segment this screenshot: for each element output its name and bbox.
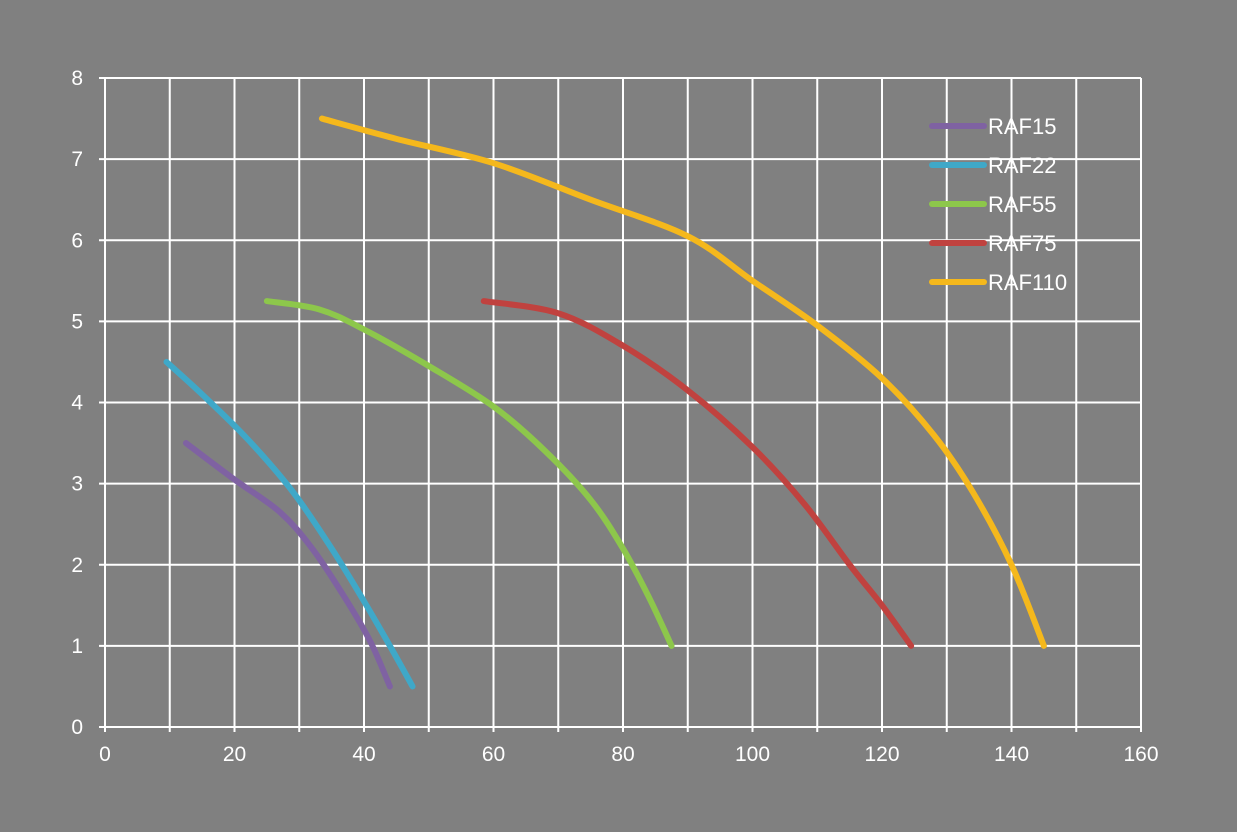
x-tick-label: 20 xyxy=(223,743,246,766)
y-tick-label: 8 xyxy=(71,67,83,90)
x-tick-label: 80 xyxy=(611,743,634,766)
legend-label-raf75: RAF75 xyxy=(988,231,1056,256)
y-tick-label: 3 xyxy=(71,473,83,496)
x-tick-label: 120 xyxy=(864,743,899,766)
series-line-raf110 xyxy=(318,115,1047,649)
y-tick-label: 2 xyxy=(71,554,83,577)
data-series xyxy=(163,115,1047,690)
y-axis-tick-labels: 0 1 2 3 4 5 6 7 8 xyxy=(71,67,83,739)
y-tick-label: 0 xyxy=(71,716,83,739)
gridlines xyxy=(99,77,1142,732)
x-axis-tick-labels: 0 20 40 60 80 100 120 140 160 xyxy=(99,743,1158,766)
y-tick-label: 6 xyxy=(71,229,83,252)
y-tick-label: 1 xyxy=(71,635,83,658)
x-tick-label: 0 xyxy=(99,743,111,766)
x-tick-label: 160 xyxy=(1123,743,1158,766)
series-line-raf22 xyxy=(163,358,416,690)
legend-label-raf55: RAF55 xyxy=(988,192,1056,217)
legend: RAF15 RAF22 RAF55 RAF75 RAF110 xyxy=(929,114,1067,295)
y-tick-label: 5 xyxy=(71,310,83,333)
legend-label-raf22: RAF22 xyxy=(988,153,1056,178)
x-tick-label: 40 xyxy=(352,743,375,766)
x-tick-label: 140 xyxy=(994,743,1029,766)
legend-label-raf15: RAF15 xyxy=(988,114,1056,139)
series-line-raf55 xyxy=(263,298,675,649)
series-line-raf75 xyxy=(480,298,915,649)
y-tick-label: 7 xyxy=(71,148,83,171)
x-tick-label: 60 xyxy=(482,743,505,766)
series-line-raf15 xyxy=(182,440,393,690)
legend-label-raf110: RAF110 xyxy=(988,270,1067,295)
x-tick-label: 100 xyxy=(735,743,770,766)
y-tick-label: 4 xyxy=(71,392,83,415)
